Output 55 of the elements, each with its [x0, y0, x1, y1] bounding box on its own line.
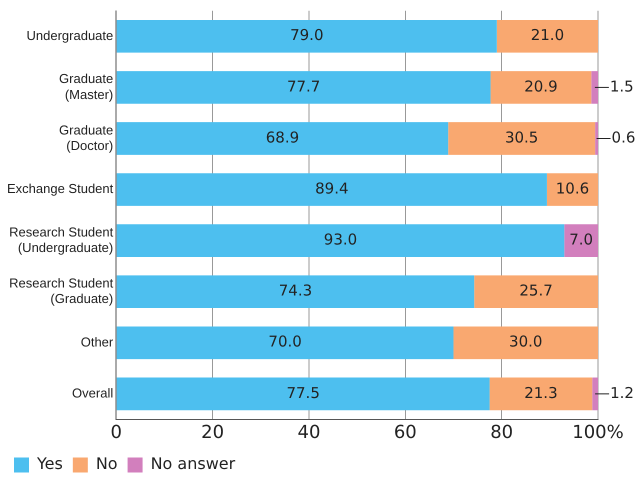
y-tick-label: Undergraduate	[26, 28, 114, 43]
bar	[490, 378, 592, 410]
bar	[448, 122, 596, 155]
y-tick-label: Other	[80, 334, 114, 350]
x-tick-label: 0	[110, 422, 122, 443]
x-tick-label: 100%	[572, 422, 624, 443]
x-tick-label: 40	[297, 422, 320, 443]
bar	[116, 378, 490, 410]
data-label: 79.0	[290, 26, 324, 44]
legend-label: Yes	[36, 454, 63, 474]
data-label: 7.0	[569, 230, 594, 249]
data-label: 77.7	[286, 77, 320, 96]
data-label: 89.4	[315, 179, 349, 198]
bar	[453, 326, 598, 360]
y-tick-label: Graduate (Master)	[59, 71, 114, 102]
data-label: 30.0	[509, 332, 542, 351]
bar	[592, 378, 598, 410]
bar	[116, 20, 497, 53]
bar	[116, 224, 564, 257]
bar	[591, 71, 598, 104]
data-label: 21.0	[530, 26, 564, 44]
data-label: 0.6	[612, 128, 636, 146]
data-label: 74.3	[278, 282, 312, 300]
bar	[116, 71, 491, 104]
bar	[595, 122, 598, 155]
data-label: 21.3	[524, 384, 558, 402]
bar	[496, 20, 598, 53]
data-label: 25.7	[519, 282, 553, 300]
y-tick-label: Research Student (Undergraduate)	[9, 224, 114, 256]
bar	[546, 173, 598, 206]
bar	[116, 275, 474, 308]
y-tick-label: Research Student (Graduate)	[9, 275, 114, 306]
data-label: 1.5	[610, 77, 634, 96]
bar	[116, 122, 448, 155]
x-tick-label: 80	[490, 422, 514, 443]
x-tick-label: 60	[394, 422, 417, 443]
bar	[490, 71, 592, 104]
y-tick-label: Overall	[72, 385, 114, 400]
data-label: 93.0	[324, 230, 358, 249]
y-tick-label: Graduate (Doctor)	[59, 122, 114, 153]
data-label: 20.9	[524, 77, 558, 96]
data-label: 68.9	[266, 128, 300, 146]
legend-label: No	[96, 454, 118, 474]
data-label: 1.2	[610, 384, 634, 402]
bar	[116, 326, 454, 360]
data-label: 10.6	[556, 179, 590, 198]
y-tick-label: Exchange Student	[6, 181, 114, 196]
data-label: 77.5	[286, 384, 320, 402]
legend-label: No answer	[150, 454, 236, 474]
bar	[564, 224, 598, 257]
x-tick-label: 20	[201, 422, 224, 443]
bar	[474, 275, 598, 308]
data-label: 70.0	[268, 332, 302, 351]
bar	[116, 173, 547, 206]
data-label: 30.5	[504, 128, 538, 146]
